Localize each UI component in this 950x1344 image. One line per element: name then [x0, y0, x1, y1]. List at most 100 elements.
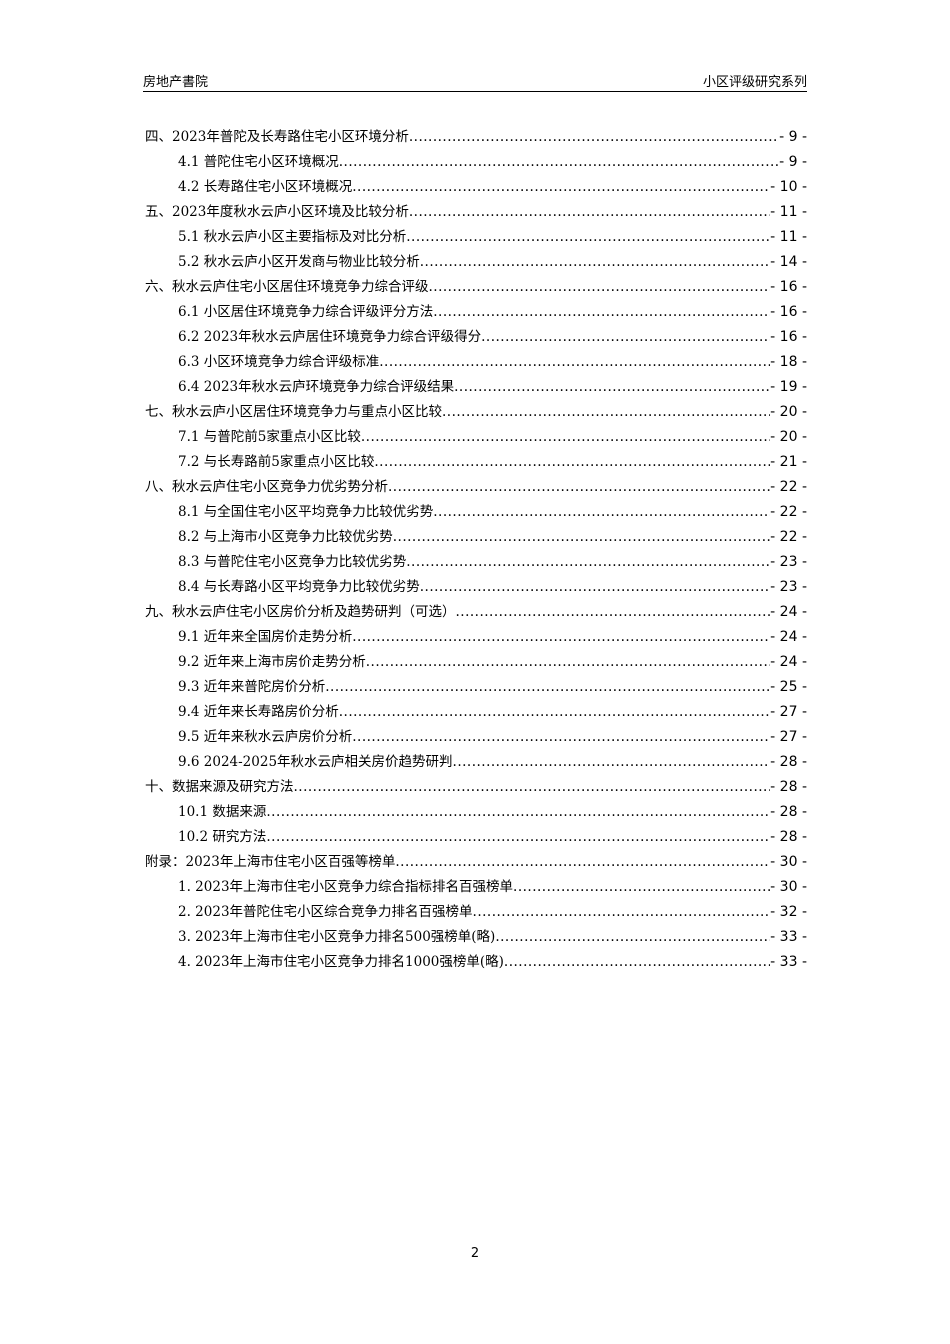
toc-entry-title: 3. 2023年上海市住宅小区竞争力排名500强榜单(略): [178, 929, 496, 945]
toc-entry[interactable]: 3. 2023年上海市住宅小区竞争力排名500强榜单(略)...........…: [145, 925, 807, 950]
toc-entry-page: - 9 -: [779, 129, 807, 145]
toc-entry[interactable]: 2. 2023年普陀住宅小区综合竞争力排名百强榜单...............…: [145, 900, 807, 925]
toc-entry-title: 9.5 近年来秋水云庐房价分析: [178, 729, 353, 745]
toc-entry[interactable]: 5.2 秋水云庐小区开发商与物业比较分析....................…: [145, 250, 807, 275]
toc-entry[interactable]: 5.1 秋水云庐小区主要指标及对比分析.....................…: [145, 225, 807, 250]
toc-entry[interactable]: 9.1 近年来全国房价走势分析.........................…: [145, 625, 807, 650]
toc-entry-page: - 16 -: [770, 329, 807, 345]
table-of-contents: 四、2023年普陀及长寿路住宅小区环境分析...................…: [145, 125, 807, 975]
dot-leader: ........................................…: [266, 804, 770, 820]
toc-entry[interactable]: 10.2 研究方法...............................…: [145, 825, 807, 850]
dot-leader: ........................................…: [379, 354, 770, 370]
toc-entry-page: - 30 -: [770, 854, 807, 870]
toc-entry[interactable]: 10.1 数据来源...............................…: [145, 800, 807, 825]
toc-entry[interactable]: 6.3 小区环境竞争力综合评级标准.......................…: [145, 350, 807, 375]
dot-leader: ........................................…: [365, 654, 770, 670]
toc-entry-page: - 24 -: [770, 629, 807, 645]
dot-leader: ........................................…: [325, 679, 771, 695]
toc-entry[interactable]: 8.4 与长寿路小区平均竞争力比较优劣势....................…: [145, 575, 807, 600]
toc-entry[interactable]: 四、2023年普陀及长寿路住宅小区环境分析...................…: [145, 125, 807, 150]
dot-leader: ........................................…: [374, 454, 770, 470]
toc-entry-title: 4. 2023年上海市住宅小区竞争力排名1000强榜单(略): [178, 954, 504, 970]
dot-leader: ........................................…: [408, 129, 779, 145]
toc-entry-title: 8.2 与上海市小区竞争力比较优劣势: [178, 529, 393, 545]
dot-leader: ........................................…: [338, 154, 780, 170]
toc-entry-title: 4.1 普陀住宅小区环境概况: [178, 154, 339, 170]
toc-entry-title: 七、秋水云庐小区居住环境竞争力与重点小区比较: [145, 404, 442, 420]
dot-leader: ........................................…: [360, 429, 770, 445]
dot-leader: ........................................…: [293, 779, 771, 795]
toc-entry-page: - 10 -: [770, 179, 807, 195]
dot-leader: ........................................…: [472, 904, 771, 920]
toc-entry[interactable]: 9.4 近年来长寿路房价分析..........................…: [145, 700, 807, 725]
toc-entry-title: 5.2 秋水云庐小区开发商与物业比较分析: [178, 254, 420, 270]
toc-entry-page: - 11 -: [770, 204, 807, 220]
toc-entry-page: - 28 -: [770, 779, 807, 795]
dot-leader: ........................................…: [503, 954, 771, 970]
toc-entry-title: 9.3 近年来普陀房价分析: [178, 679, 326, 695]
dot-leader: ........................................…: [388, 479, 770, 495]
toc-entry-title: 9.2 近年来上海市房价走势分析: [178, 654, 366, 670]
toc-entry[interactable]: 4.1 普陀住宅小区环境概况..........................…: [145, 150, 807, 175]
dot-leader: ........................................…: [419, 579, 771, 595]
toc-entry[interactable]: 9.6 2024-2025年秋水云庐相关房价趋势研判..............…: [145, 750, 807, 775]
dot-leader: ........................................…: [406, 554, 771, 570]
toc-entry[interactable]: 附录：2023年上海市住宅小区百强等榜单....................…: [145, 850, 807, 875]
toc-entry-title: 4.2 长寿路住宅小区环境概况: [178, 179, 353, 195]
toc-entry-title: 10.2 研究方法: [178, 829, 267, 845]
toc-entry-page: - 22 -: [770, 504, 807, 520]
toc-entry-page: - 27 -: [770, 704, 807, 720]
dot-leader: ........................................…: [352, 729, 770, 745]
toc-entry[interactable]: 9.5 近年来秋水云庐房价分析.........................…: [145, 725, 807, 750]
toc-entry[interactable]: 7.2 与长寿路前5家重点小区比较.......................…: [145, 450, 807, 475]
page-number: 2: [470, 1246, 480, 1261]
toc-entry-title: 2. 2023年普陀住宅小区综合竞争力排名百强榜单: [178, 904, 473, 920]
toc-entry-title: 八、秋水云庐住宅小区竞争力优劣势分析: [145, 479, 388, 495]
dot-leader: ........................................…: [352, 629, 770, 645]
toc-entry-title: 6.3 小区环境竞争力综合评级标准: [178, 354, 380, 370]
toc-entry-page: - 11 -: [770, 229, 807, 245]
toc-entry-title: 九、秋水云庐住宅小区房价分析及趋势研判（可选）: [145, 604, 456, 620]
toc-entry-title: 8.4 与长寿路小区平均竞争力比较优劣势: [178, 579, 420, 595]
toc-entry[interactable]: 九、秋水云庐住宅小区房价分析及趋势研判（可选）.................…: [145, 600, 807, 625]
toc-entry-page: - 27 -: [770, 729, 807, 745]
toc-entry[interactable]: 9.2 近年来上海市房价走势分析........................…: [145, 650, 807, 675]
toc-entry-title: 9.4 近年来长寿路房价分析: [178, 704, 339, 720]
toc-entry[interactable]: 6.2 2023年秋水云庐居住环境竞争力综合评级得分..............…: [145, 325, 807, 350]
toc-entry-title: 1. 2023年上海市住宅小区竞争力综合指标排名百强榜单: [178, 879, 514, 895]
dot-leader: ........................................…: [433, 504, 771, 520]
toc-entry[interactable]: 1. 2023年上海市住宅小区竞争力综合指标排名百强榜单............…: [145, 875, 807, 900]
toc-entry-page: - 9 -: [779, 154, 807, 170]
toc-entry[interactable]: 6.1 小区居住环境竞争力综合评级评分方法...................…: [145, 300, 807, 325]
toc-entry[interactable]: 七、秋水云庐小区居住环境竞争力与重点小区比较..................…: [145, 400, 807, 425]
toc-entry[interactable]: 十、数据来源及研究方法.............................…: [145, 775, 807, 800]
toc-entry[interactable]: 六、秋水云庐住宅小区居住环境竞争力综合评级...................…: [145, 275, 807, 300]
toc-entry[interactable]: 4. 2023年上海市住宅小区竞争力排名1000强榜单(略)..........…: [145, 950, 807, 975]
toc-entry-title: 附录：2023年上海市住宅小区百强等榜单: [145, 854, 396, 870]
toc-entry[interactable]: 8.1 与全国住宅小区平均竞争力比较优劣势...................…: [145, 500, 807, 525]
toc-entry-title: 四、2023年普陀及长寿路住宅小区环境分析: [145, 129, 409, 145]
toc-entry[interactable]: 9.3 近年来普陀房价分析...........................…: [145, 675, 807, 700]
toc-entry-page: - 16 -: [770, 279, 807, 295]
toc-entry-page: - 22 -: [770, 479, 807, 495]
toc-entry-page: - 18 -: [770, 354, 807, 370]
dot-leader: ........................................…: [266, 829, 770, 845]
toc-entry[interactable]: 6.4 2023年秋水云庐环境竞争力综合评级结果................…: [145, 375, 807, 400]
toc-entry-page: - 20 -: [770, 404, 807, 420]
toc-entry[interactable]: 五、2023年度秋水云庐小区环境及比较分析...................…: [145, 200, 807, 225]
toc-entry-title: 十、数据来源及研究方法: [145, 779, 294, 795]
toc-entry-page: - 16 -: [770, 304, 807, 320]
dot-leader: ........................................…: [481, 329, 770, 345]
toc-entry[interactable]: 7.1 与普陀前5家重点小区比较........................…: [145, 425, 807, 450]
toc-entry[interactable]: 八、秋水云庐住宅小区竞争力优劣势分析......................…: [145, 475, 807, 500]
toc-entry[interactable]: 8.2 与上海市小区竞争力比较优劣势......................…: [145, 525, 807, 550]
toc-entry-page: - 28 -: [770, 829, 807, 845]
dot-leader: ........................................…: [433, 304, 771, 320]
toc-entry-title: 7.2 与长寿路前5家重点小区比较: [178, 454, 375, 470]
toc-entry-page: - 23 -: [770, 554, 807, 570]
toc-entry[interactable]: 4.2 长寿路住宅小区环境概况.........................…: [145, 175, 807, 200]
toc-entry-title: 五、2023年度秋水云庐小区环境及比较分析: [145, 204, 409, 220]
dot-leader: ........................................…: [452, 754, 771, 770]
toc-entry[interactable]: 8.3 与普陀住宅小区竞争力比较优劣势.....................…: [145, 550, 807, 575]
toc-entry-page: - 28 -: [770, 754, 807, 770]
